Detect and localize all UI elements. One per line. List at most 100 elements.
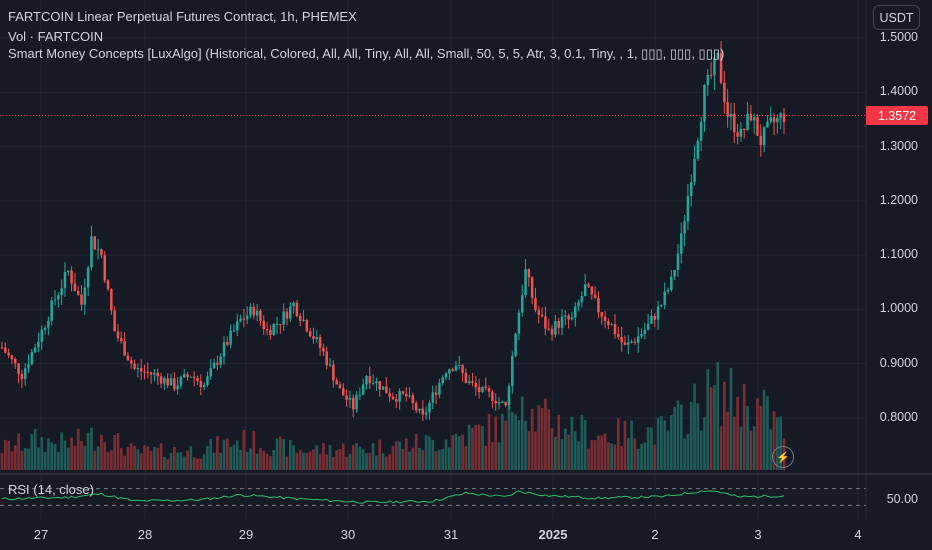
volume-bar xyxy=(494,416,498,470)
volume-bar xyxy=(626,438,630,470)
bolt-icon[interactable]: ⚡ xyxy=(772,446,794,468)
candle-body xyxy=(640,334,643,337)
candle-body xyxy=(573,306,577,318)
price-tick-label: 1.5000 xyxy=(879,30,918,44)
volume-bar xyxy=(219,452,223,470)
indicator-legend[interactable]: Smart Money Concepts [LuxAlgo] (Historic… xyxy=(8,46,725,61)
volume-bar xyxy=(517,420,521,470)
candle-body xyxy=(630,341,633,343)
volume-bar xyxy=(166,459,170,470)
candle-body xyxy=(143,371,146,373)
volume-bar xyxy=(497,442,501,470)
candle-body xyxy=(739,128,743,137)
candle-body xyxy=(348,397,352,400)
volume-bar xyxy=(149,450,153,470)
volume-bar xyxy=(355,442,358,470)
volume-bar xyxy=(779,416,783,470)
candle-body xyxy=(63,272,67,289)
volume-bar xyxy=(411,447,415,470)
candle-body xyxy=(20,373,24,380)
volume-bar xyxy=(448,447,451,470)
volume-bar xyxy=(646,427,650,470)
chart-title[interactable]: FARTCOIN Linear Perpetual Futures Contra… xyxy=(8,9,357,24)
candle-body xyxy=(398,391,401,402)
candle-body xyxy=(597,297,600,313)
candle-body xyxy=(298,316,302,321)
volume-bar xyxy=(421,450,425,470)
candle-body xyxy=(116,331,120,339)
candle-body xyxy=(742,128,746,130)
candle-body xyxy=(120,338,123,342)
candle-body xyxy=(153,372,156,375)
volume-bar xyxy=(481,426,484,470)
candle-body xyxy=(325,351,328,366)
volume-bar xyxy=(590,440,594,470)
candle-body xyxy=(646,323,650,330)
volume-bar xyxy=(567,434,570,470)
candle-body xyxy=(40,329,44,342)
volume-bar xyxy=(583,419,587,470)
candle-body xyxy=(660,304,663,307)
volume-bar xyxy=(742,383,746,470)
candle-body xyxy=(57,295,60,300)
volume-bar xyxy=(510,412,514,470)
candle-body xyxy=(524,269,527,296)
time-tick-label: 2025 xyxy=(538,527,568,542)
volume-bar xyxy=(507,394,511,470)
candle-body xyxy=(302,319,305,321)
volume-bar xyxy=(206,446,209,470)
volume-bar xyxy=(600,435,604,470)
volume-bar xyxy=(302,452,305,470)
candle-body xyxy=(424,412,428,415)
candle-body xyxy=(179,377,183,386)
candle-body xyxy=(517,312,521,334)
candle-body xyxy=(451,369,454,371)
volume-bar xyxy=(318,454,322,470)
volume-bar xyxy=(50,442,54,470)
volume-bar xyxy=(620,445,623,470)
volume-bar xyxy=(683,438,686,470)
candle-body xyxy=(76,291,80,295)
volume-bar xyxy=(723,381,726,470)
volume-bar xyxy=(514,414,517,470)
volume-bar xyxy=(348,453,352,470)
volume-bar xyxy=(222,439,226,470)
candle-body xyxy=(686,196,690,222)
candle-body xyxy=(212,362,216,369)
candle-body xyxy=(93,236,97,250)
candle-body xyxy=(239,318,242,322)
volume-bar xyxy=(288,439,292,470)
volume-bar xyxy=(40,437,44,470)
price-tick-label: 0.8000 xyxy=(879,410,918,424)
candle-body xyxy=(474,382,478,388)
volume-bar xyxy=(398,441,401,470)
candle-body xyxy=(335,380,338,385)
volume-bar xyxy=(136,449,140,470)
volume-bar xyxy=(630,420,633,470)
candle-body xyxy=(404,393,408,397)
currency-button[interactable]: USDT xyxy=(873,5,920,30)
volume-bar xyxy=(404,438,408,470)
time-tick-label: 2 xyxy=(651,527,659,542)
candle-body xyxy=(206,376,209,385)
candle-body xyxy=(673,270,676,277)
candle-body xyxy=(670,276,673,291)
volume-bar xyxy=(30,434,34,470)
candle-body xyxy=(467,381,471,383)
volume-legend[interactable]: Vol · FARTCOIN xyxy=(8,29,104,44)
time-tick-label: 31 xyxy=(443,527,459,542)
volume-bar xyxy=(656,417,660,470)
candle-body xyxy=(282,311,285,325)
volume-bar xyxy=(650,427,653,470)
volume-bar xyxy=(726,411,729,470)
rsi-legend[interactable]: RSI (14, close) xyxy=(8,482,94,497)
candle-body xyxy=(229,330,232,345)
volume-bar xyxy=(679,404,683,470)
candle-body xyxy=(633,341,637,343)
volume-bar xyxy=(239,449,242,470)
candle-body xyxy=(464,372,468,383)
volume-bar xyxy=(298,449,302,470)
candle-body xyxy=(361,384,365,395)
volume-bar xyxy=(554,437,557,470)
